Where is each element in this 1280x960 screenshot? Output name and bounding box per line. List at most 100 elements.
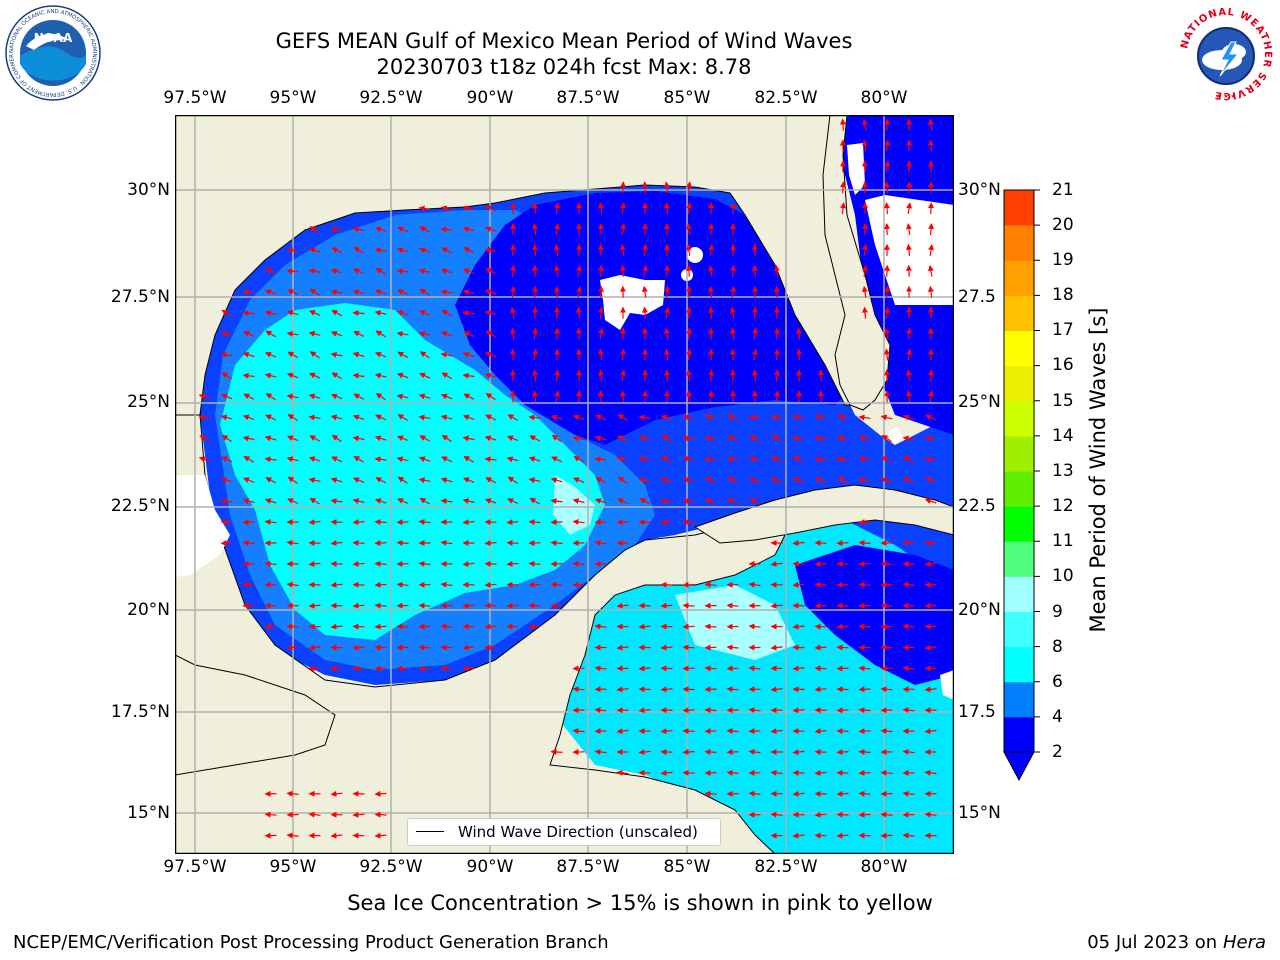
wind-wave-arrow	[682, 686, 695, 693]
wind-wave-arrow	[352, 602, 365, 609]
lon-tick-label: 92.5°W	[359, 88, 423, 108]
colorbar	[1003, 189, 1040, 782]
wind-wave-arrow	[836, 686, 849, 693]
wind-wave-arrow	[396, 665, 409, 672]
wind-wave-arrow	[531, 369, 538, 382]
wind-wave-arrow	[396, 372, 409, 379]
wind-wave-arrow	[264, 351, 277, 358]
wind-wave-arrow	[597, 390, 604, 403]
wind-wave-arrow	[374, 623, 387, 630]
wind-wave-arrow	[374, 456, 387, 463]
wind-wave-arrow	[397, 476, 408, 484]
wind-wave-arrow	[770, 644, 783, 651]
wind-wave-arrow	[309, 435, 321, 442]
wind-wave-arrow	[751, 243, 758, 256]
wind-wave-arrow	[576, 243, 583, 256]
wind-wave-arrow	[353, 455, 365, 463]
wind-wave-arrow	[752, 327, 759, 340]
wind-wave-arrow	[507, 498, 519, 505]
wind-wave-arrow	[352, 498, 365, 504]
wind-wave-arrow	[484, 372, 497, 379]
wind-wave-arrow	[198, 393, 211, 400]
wind-wave-arrow	[682, 749, 695, 756]
wind-wave-arrow	[221, 456, 233, 463]
wind-wave-arrow	[770, 560, 783, 567]
wind-wave-arrow	[748, 456, 761, 463]
wind-wave-arrow	[928, 202, 935, 215]
wind-wave-arrow	[330, 790, 343, 797]
wind-wave-arrow	[374, 247, 387, 254]
wind-wave-arrow	[906, 160, 913, 173]
wind-wave-arrow	[704, 581, 717, 588]
colorbar-tick-label: 20	[1052, 215, 1074, 235]
wind-wave-arrow	[685, 390, 692, 403]
wind-wave-arrow	[528, 519, 541, 526]
colorbar-tick-label: 18	[1052, 285, 1074, 305]
wind-wave-arrow	[814, 581, 827, 588]
wind-wave-arrow	[616, 686, 629, 693]
wind-wave-arrow	[858, 665, 871, 672]
wind-wave-arrow	[661, 434, 672, 443]
wind-wave-arrow	[594, 748, 607, 755]
lat-tick-label: 30°N	[958, 180, 1001, 200]
wind-wave-arrow	[308, 330, 321, 337]
wind-wave-arrow	[924, 456, 937, 463]
wind-wave-arrow	[836, 707, 849, 714]
wind-wave-arrow	[265, 268, 277, 275]
wind-wave-arrow	[330, 330, 343, 337]
colorbar-segment	[1004, 541, 1034, 577]
footer-date: 05 Jul 2023 on	[1087, 932, 1218, 953]
wind-wave-arrow	[352, 435, 365, 442]
wind-wave-arrow	[462, 498, 475, 504]
wind-wave-arrow	[729, 202, 736, 215]
wind-wave-arrow	[924, 769, 937, 776]
wind-wave-arrow	[660, 414, 673, 421]
wind-wave-arrow	[880, 644, 893, 651]
wind-wave-arrow	[242, 372, 255, 379]
wind-wave-arrow	[617, 498, 629, 505]
wind-wave-arrow	[620, 348, 627, 361]
wind-wave-arrow	[528, 560, 541, 567]
wind-wave-arrow	[309, 372, 321, 379]
wind-wave-arrow	[884, 285, 891, 298]
wind-wave-arrow	[242, 310, 255, 317]
wind-wave-arrow	[685, 223, 692, 235]
colorbar-segment	[1004, 330, 1034, 367]
wind-wave-arrow	[397, 498, 409, 505]
wind-wave-arrow	[572, 414, 585, 421]
wind-wave-arrow	[331, 247, 343, 254]
wind-wave-arrow	[682, 665, 695, 672]
wind-wave-arrow	[375, 268, 387, 275]
lat-tick-label: 25°N	[958, 392, 1001, 412]
wind-wave-arrow	[682, 707, 695, 714]
wind-wave-arrow	[663, 348, 670, 361]
wind-wave-arrow	[462, 351, 475, 358]
wind-wave-arrow	[751, 390, 758, 403]
wind-wave-arrow	[554, 223, 561, 236]
wind-wave-arrow	[308, 268, 321, 275]
lon-tick-label: 97.5°W	[163, 88, 227, 108]
wind-wave-arrow	[906, 181, 913, 194]
wind-wave-arrow	[883, 327, 890, 340]
wind-wave-arrow	[836, 602, 849, 609]
wind-wave-arrow	[551, 456, 563, 463]
wind-wave-arrow	[664, 264, 671, 277]
cuba-island	[693, 484, 954, 544]
wind-wave-arrow	[928, 223, 935, 236]
wind-wave-arrow	[286, 790, 299, 797]
wind-wave-arrow	[641, 285, 648, 298]
wind-wave-arrow	[861, 160, 868, 173]
wind-wave-arrow	[727, 476, 738, 484]
wind-wave-arrow	[858, 811, 871, 818]
wind-wave-arrow	[620, 181, 627, 194]
wind-wave-arrow	[330, 498, 343, 505]
wind-wave-arrow	[485, 205, 497, 212]
wind-wave-arrow	[836, 749, 849, 756]
wind-wave-arrow	[837, 476, 848, 484]
wind-wave-arrow	[660, 581, 673, 588]
wind-wave-arrow	[441, 372, 453, 380]
wind-wave-arrow	[220, 330, 233, 337]
wind-wave-arrow	[287, 289, 299, 296]
wind-wave-arrow	[704, 748, 717, 755]
wind-wave-arrow	[553, 244, 560, 256]
